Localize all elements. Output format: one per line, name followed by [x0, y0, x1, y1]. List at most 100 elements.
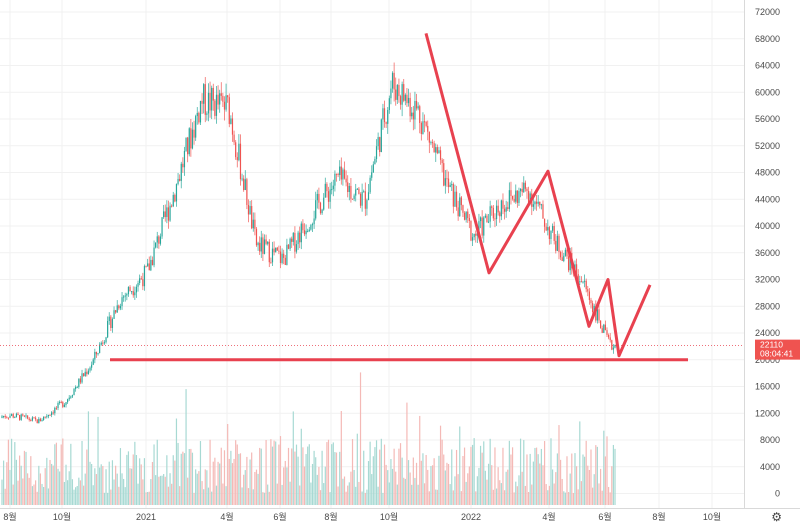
volume-bar [108, 461, 110, 505]
candle-body [524, 182, 526, 189]
candle-body [284, 257, 286, 265]
x-axis: 8월 10월 2021 4월 6월 8월 10월 2022 4월 6월 8월 10월 [0, 508, 800, 522]
volume-bar [595, 445, 597, 505]
candle-body [601, 328, 603, 333]
volume-bar [142, 479, 144, 505]
volume-bar [505, 471, 507, 505]
volume-bar [180, 453, 182, 505]
volume-bar [367, 461, 370, 505]
volume-bar [491, 465, 493, 505]
volume-bar [219, 463, 221, 505]
x-tick-label: 10월 [380, 511, 398, 522]
volume-bar [33, 484, 35, 505]
candle-body [473, 233, 475, 238]
chart-grid [0, 0, 744, 508]
volume-bar [371, 474, 373, 505]
candle-body [209, 92, 211, 111]
candle-body [131, 291, 133, 293]
volume-bar [324, 466, 326, 505]
candle-body [579, 281, 581, 283]
volume-bar [83, 485, 85, 505]
volume-bar [9, 469, 11, 505]
candle-body [207, 92, 210, 114]
x-tick-label: 6월 [598, 511, 611, 522]
candle-body [70, 396, 72, 398]
candle-body [171, 205, 173, 207]
volume-bar [446, 462, 448, 505]
candle-body [371, 172, 373, 178]
volume-bar [345, 491, 347, 505]
volume-bar [78, 477, 80, 505]
candle-body [335, 173, 338, 175]
candle-body [75, 387, 77, 389]
candle-body [219, 93, 221, 105]
candle-body [390, 88, 392, 99]
candle-body [223, 101, 226, 110]
volume-bar [334, 452, 336, 505]
volume-bar [519, 438, 522, 505]
volume-bar [481, 452, 483, 505]
volume-bar [391, 468, 394, 505]
candle-body [25, 415, 27, 417]
volume-bar [585, 440, 587, 505]
candle-body [567, 256, 570, 271]
candle-body [63, 404, 66, 407]
gear-icon[interactable]: ⚙ [771, 510, 782, 524]
volume-bar [235, 440, 237, 505]
volume-bar [115, 465, 117, 505]
candle-body [499, 212, 501, 217]
candle-body [119, 306, 122, 309]
volume-bar [375, 440, 378, 505]
candle-body [292, 232, 294, 242]
volume-bar [91, 463, 93, 505]
volume-bar [486, 479, 488, 505]
volume-bar [459, 426, 461, 505]
candle-body [609, 337, 611, 341]
candle-body [190, 128, 192, 149]
candle-body [545, 226, 547, 231]
candle-body [12, 414, 14, 418]
volume-bar [539, 463, 541, 505]
candle-body [52, 412, 54, 414]
volume-bar [415, 462, 418, 505]
volume-bar [110, 489, 112, 505]
volume-bar [315, 457, 317, 505]
candle-body [412, 112, 414, 120]
candle-body [102, 342, 104, 344]
candle-body [244, 179, 246, 191]
volume-bar [254, 471, 256, 505]
candle-body [67, 399, 69, 403]
candle-body [457, 207, 459, 217]
volume-bar [185, 389, 187, 505]
candle-body [486, 215, 488, 223]
candle-body [36, 419, 38, 424]
y-tick-label: 60000 [755, 87, 780, 97]
volume-bar [107, 492, 109, 505]
candle-body [156, 236, 158, 243]
candle-body [481, 217, 483, 236]
candle-body [377, 137, 379, 147]
volume-bar [89, 461, 91, 505]
volume-bar [511, 447, 514, 505]
volume-bar [62, 438, 64, 505]
candle-body [318, 193, 320, 203]
candle-body [153, 247, 155, 266]
volume-bar [222, 483, 224, 505]
candle-body [345, 178, 347, 183]
y-tick-label: 16000 [755, 382, 780, 392]
candle-body [148, 263, 150, 271]
candle-body [527, 191, 530, 204]
volume-bar [52, 465, 54, 505]
volume-bar [286, 467, 288, 505]
candle-body [215, 94, 218, 116]
candle-body [22, 414, 24, 416]
candle-body [497, 205, 499, 213]
volume-bar [278, 444, 280, 505]
candle-body [529, 193, 531, 204]
volume-bar [467, 473, 469, 505]
candle-body [121, 297, 123, 307]
volume-bar [239, 453, 242, 505]
volume-bar [374, 447, 376, 505]
volume-bar [47, 488, 50, 505]
